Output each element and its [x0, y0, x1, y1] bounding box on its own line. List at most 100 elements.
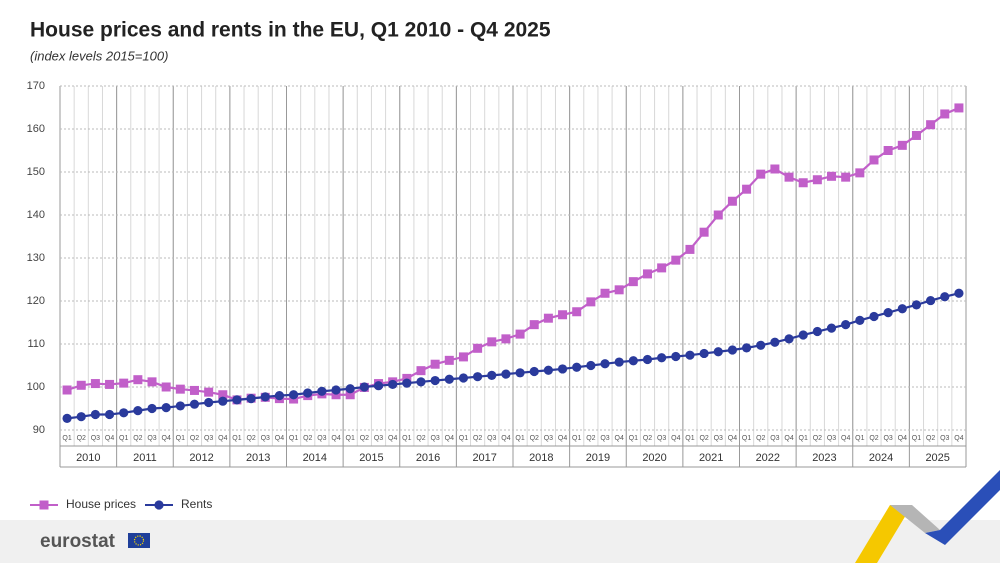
point — [147, 377, 157, 387]
point — [572, 307, 582, 317]
point — [926, 295, 936, 306]
x-tick-label: Q1 — [685, 435, 694, 442]
point — [501, 334, 511, 344]
x-tick-label: Q1 — [232, 435, 241, 442]
series-line — [66, 292, 960, 420]
y-tick-label: 90 — [33, 424, 45, 436]
point — [501, 369, 511, 379]
x-tick-label: Q4 — [445, 435, 454, 442]
point — [727, 196, 737, 206]
chart-subtitle: (index levels 2015=100) — [30, 48, 168, 63]
point — [543, 365, 553, 375]
point — [487, 370, 497, 380]
point — [642, 354, 653, 365]
point — [232, 395, 242, 405]
x-tick-label: Q3 — [374, 435, 383, 442]
x-tick-label: Q3 — [147, 435, 156, 442]
point — [90, 379, 100, 389]
point — [416, 366, 426, 376]
point — [713, 347, 723, 357]
x-tick-label: Q3 — [487, 435, 496, 442]
x-tick-label: Q1 — [742, 435, 751, 442]
x-tick-label: Q4 — [162, 435, 171, 442]
point — [954, 288, 964, 298]
point — [473, 343, 483, 353]
x-tick-label: Q4 — [501, 435, 510, 442]
point — [119, 408, 129, 418]
legend-marker — [154, 500, 164, 510]
x-tick-label: Q3 — [600, 435, 609, 442]
x-tick-label: Q1 — [912, 435, 921, 442]
x-tick-label: Q1 — [289, 435, 298, 442]
year-label: 2010 — [76, 452, 100, 464]
eu-flag — [128, 533, 150, 548]
point — [756, 169, 766, 179]
point — [246, 394, 256, 404]
decoration — [855, 470, 1000, 563]
point — [558, 310, 568, 320]
point — [614, 285, 624, 295]
point — [331, 385, 341, 395]
point — [855, 168, 865, 178]
point — [317, 386, 327, 396]
point — [812, 326, 822, 337]
year-label: 2024 — [869, 452, 893, 464]
point — [671, 255, 681, 265]
x-tick-label: Q2 — [246, 435, 255, 442]
x-tick-label: Q3 — [657, 435, 666, 442]
y-tick-label: 140 — [27, 209, 45, 221]
x-tick-label: Q2 — [190, 435, 199, 442]
point — [699, 227, 709, 237]
legend-label: House prices — [66, 497, 136, 511]
point — [784, 334, 794, 344]
point — [402, 378, 412, 388]
point — [189, 385, 199, 395]
point — [76, 412, 86, 422]
point — [430, 359, 440, 369]
point — [572, 362, 582, 372]
point — [557, 364, 568, 374]
y-tick-label: 100 — [27, 381, 45, 393]
x-tick-label: Q4 — [841, 435, 850, 442]
point — [161, 382, 171, 392]
point — [189, 399, 200, 409]
point — [147, 403, 157, 414]
year-label: 2017 — [472, 452, 496, 464]
point — [827, 171, 837, 181]
point — [119, 378, 129, 388]
x-tick-label: Q1 — [515, 435, 524, 442]
logo-text: eurostat — [40, 531, 116, 552]
point — [218, 390, 228, 400]
point — [204, 397, 214, 408]
point — [515, 368, 525, 378]
point — [784, 172, 794, 182]
point — [487, 337, 497, 347]
point — [897, 140, 907, 150]
point — [473, 372, 483, 382]
point — [883, 146, 893, 155]
point — [685, 244, 695, 254]
x-tick-label: Q4 — [105, 435, 114, 442]
x-tick-label: Q2 — [643, 435, 652, 442]
x-tick-label: Q2 — [926, 435, 935, 442]
x-tick-label: Q2 — [303, 435, 312, 442]
point — [105, 379, 115, 389]
point — [869, 155, 879, 165]
x-tick-label: Q3 — [770, 435, 779, 442]
point — [373, 381, 384, 391]
point — [883, 308, 893, 318]
point — [458, 352, 468, 362]
x-tick-label: Q2 — [360, 435, 369, 442]
year-label: 2015 — [359, 452, 383, 464]
x-tick-label: Q2 — [416, 435, 425, 442]
point — [671, 351, 681, 362]
y-tick-label: 160 — [27, 123, 45, 135]
point — [444, 355, 454, 365]
year-label: 2019 — [586, 452, 610, 464]
point — [529, 320, 539, 330]
legend-label: Rents — [181, 497, 212, 511]
x-tick-label: Q3 — [714, 435, 723, 442]
point — [940, 292, 950, 302]
x-tick-label: Q2 — [77, 435, 86, 442]
